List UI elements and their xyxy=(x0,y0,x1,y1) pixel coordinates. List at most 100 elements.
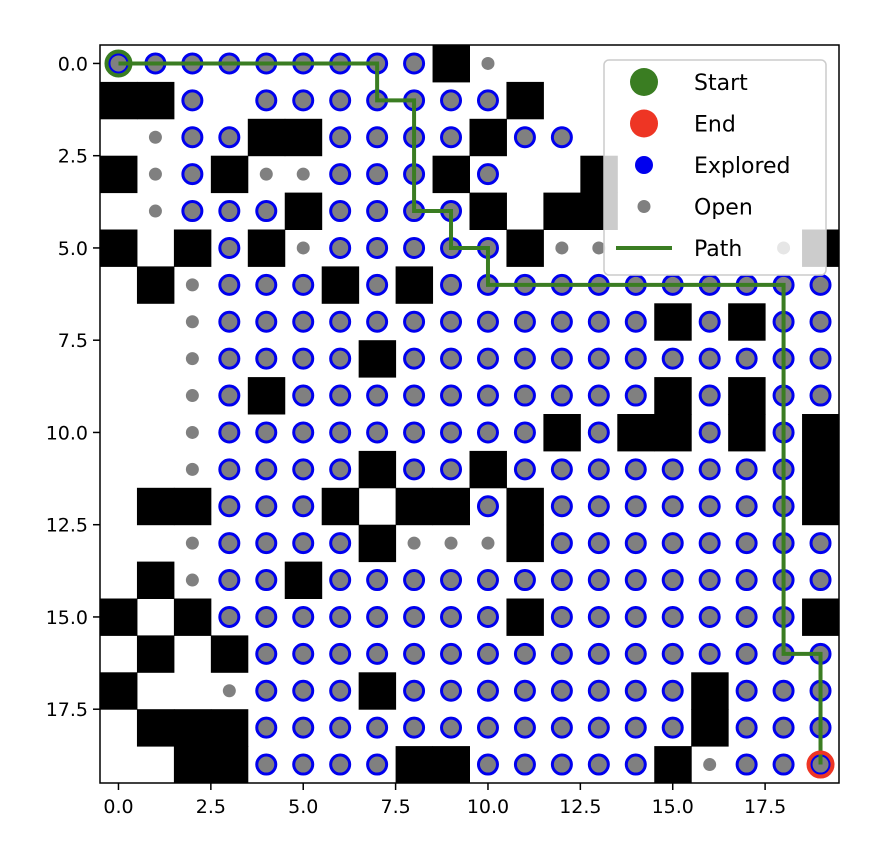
x-tick-label: 15.0 xyxy=(652,796,694,818)
wall-cell xyxy=(284,118,323,157)
explored-node xyxy=(255,273,278,296)
wall-cell xyxy=(469,118,507,157)
x-axis: 0.0 2.5 5.0 7.5 10.0 12.5 15.0 17.5 xyxy=(103,783,786,818)
explored-node xyxy=(292,384,315,407)
legend-label-end: End xyxy=(694,113,736,138)
explored-node xyxy=(661,716,684,739)
explored-node xyxy=(587,458,610,481)
explored-node xyxy=(476,716,499,739)
explored-node xyxy=(440,273,463,296)
wall-cell xyxy=(802,487,840,526)
explored-node xyxy=(587,716,610,739)
explored-node xyxy=(809,384,832,407)
explored-node xyxy=(661,679,684,702)
open-node xyxy=(148,204,162,218)
wall-cell xyxy=(506,81,544,120)
explored-node xyxy=(255,200,278,223)
wall-cell xyxy=(432,487,470,526)
explored-node xyxy=(624,605,647,628)
explored-node xyxy=(403,236,426,259)
explored-node xyxy=(440,458,463,481)
explored-node xyxy=(587,679,610,702)
x-tick-label: 10.0 xyxy=(467,796,509,818)
explored-node xyxy=(403,421,426,444)
open-node xyxy=(222,684,236,698)
explored-node xyxy=(513,679,536,702)
wall-cell xyxy=(358,672,397,710)
explored-node xyxy=(403,679,426,702)
wall-cell xyxy=(469,450,507,489)
y-tick-label: 0.0 xyxy=(58,53,88,75)
explored-node xyxy=(513,569,536,592)
explored-node xyxy=(255,642,278,665)
explored-node xyxy=(255,532,278,555)
explored-node xyxy=(329,163,352,186)
wall-cell xyxy=(654,303,692,341)
explored-node xyxy=(587,384,610,407)
explored-node xyxy=(292,679,315,702)
explored-node xyxy=(698,642,721,665)
wall-cell xyxy=(506,487,544,526)
wall-cell xyxy=(210,746,249,784)
legend-box xyxy=(603,59,827,276)
open-node xyxy=(185,425,199,439)
explored-node xyxy=(292,458,315,481)
explored-node xyxy=(587,421,610,444)
explored-node xyxy=(292,605,315,628)
explored-node xyxy=(366,642,389,665)
open-node xyxy=(185,352,199,366)
explored-node xyxy=(292,495,315,518)
explored-node xyxy=(329,384,352,407)
x-tick-label: 5.0 xyxy=(288,796,318,818)
explored-node xyxy=(218,495,241,518)
explored-node xyxy=(366,236,389,259)
wall-cell xyxy=(136,561,175,599)
explored-node xyxy=(624,716,647,739)
wall-cell xyxy=(506,524,544,563)
wall-cell xyxy=(100,81,138,120)
explored-node xyxy=(661,347,684,370)
explored-node xyxy=(218,273,241,296)
explored-node xyxy=(181,200,204,223)
explored-node xyxy=(735,605,758,628)
explored-node xyxy=(698,310,721,333)
wall-cell xyxy=(802,414,840,452)
explored-node xyxy=(513,126,536,149)
explored-node xyxy=(292,716,315,739)
explored-node xyxy=(366,716,389,739)
wall-cell xyxy=(247,377,286,415)
legend: Start End Explored Open Path xyxy=(603,59,827,276)
open-node xyxy=(296,241,310,255)
y-tick-label: 12.5 xyxy=(46,515,88,537)
wall-cell xyxy=(136,635,175,673)
explored-node xyxy=(218,126,241,149)
open-node xyxy=(185,278,199,292)
explored-node xyxy=(476,163,499,186)
explored-node xyxy=(513,347,536,370)
wall-cell xyxy=(100,229,138,267)
explored-node xyxy=(476,421,499,444)
explored-node xyxy=(513,384,536,407)
y-tick-label: 2.5 xyxy=(58,146,88,168)
wall-cell xyxy=(100,672,138,710)
explored-node xyxy=(476,495,499,518)
explored-node xyxy=(661,458,684,481)
explored-node xyxy=(809,273,832,296)
open-node xyxy=(703,758,717,772)
explored-node xyxy=(513,458,536,481)
open-node xyxy=(148,167,162,181)
explored-node xyxy=(255,495,278,518)
wall-cell xyxy=(654,746,692,784)
open-node xyxy=(185,573,199,587)
explored-node xyxy=(440,716,463,739)
explored-node xyxy=(292,753,315,776)
explored-node xyxy=(587,532,610,555)
wall-cell xyxy=(432,45,470,83)
explored-node xyxy=(661,642,684,665)
wall-cell xyxy=(802,598,840,636)
open-node xyxy=(185,536,199,550)
explored-node xyxy=(366,421,389,444)
explored-node xyxy=(218,384,241,407)
wall-cell xyxy=(469,192,507,230)
explored-node xyxy=(403,384,426,407)
